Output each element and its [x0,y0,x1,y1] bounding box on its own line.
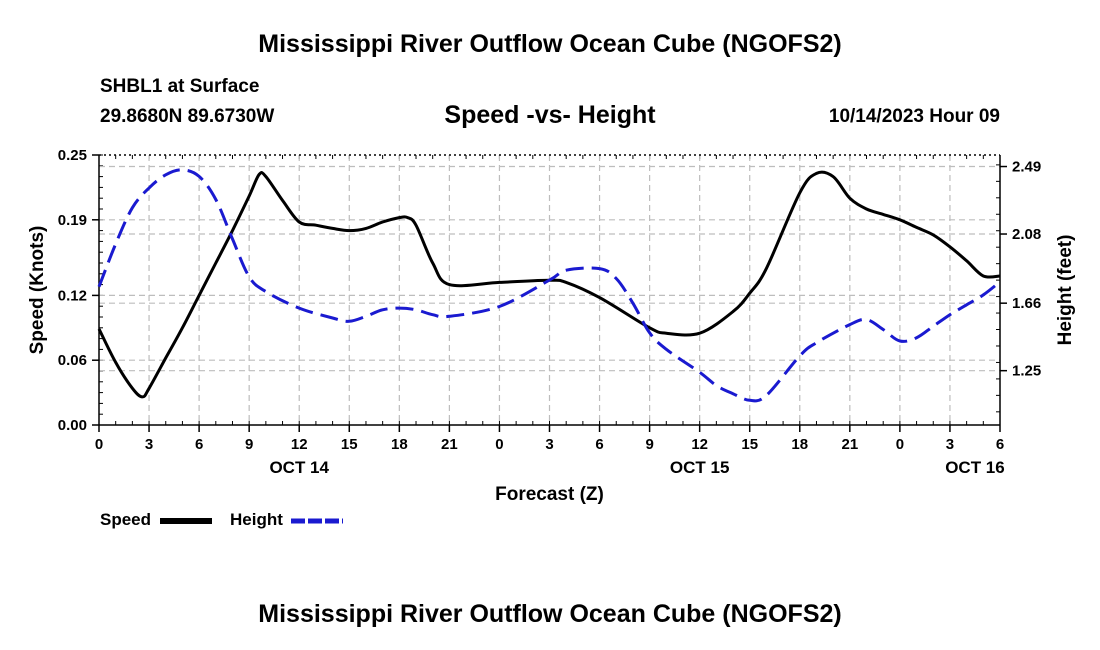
x-tick-label: 9 [645,436,653,453]
y-tick-label: 0.19 [58,212,87,229]
y-tick-label: 0.00 [58,417,87,434]
date-label: OCT 16 [945,458,1005,477]
footer-title: Mississippi River Outflow Ocean Cube (NG… [258,600,842,628]
y2-tick-label: 1.25 [1012,363,1041,380]
x-tick-label: 12 [691,436,708,453]
grid [99,155,1000,425]
chart-subtitle: Speed -vs- Height [444,101,656,129]
y2-axis-label: Height (feet) [1055,235,1076,346]
x-axis-label: Forecast (Z) [495,484,604,505]
x-tick-label: 21 [441,436,458,453]
y2-tick-label: 2.49 [1012,159,1041,176]
x-tick-label: 21 [841,436,858,453]
x-tick-label: 0 [95,436,103,453]
forecast-datetime: 10/14/2023 Hour 09 [828,106,1000,127]
date-label: OCT 15 [670,458,730,477]
series-line-speed [97,170,1001,399]
x-tick-label: 6 [996,436,1004,453]
x-tick-label: 6 [195,436,203,453]
x-tick-label: 3 [145,436,153,453]
x-tick-label: 15 [341,436,358,453]
coordinates-label: 29.8680N 89.6730W [100,106,275,127]
date-label: OCT 14 [269,458,329,477]
y-axis-label: Speed (Knots) [27,226,48,355]
y-tick-label: 0.12 [58,287,87,304]
y2-tick-label: 2.08 [1012,226,1041,243]
x-tick-label: 0 [896,436,904,453]
station-label: SHBL1 at Surface [100,76,260,97]
x-tick-label: 12 [291,436,308,453]
x-tick-label: 6 [595,436,603,453]
series-line-height [97,168,1001,403]
y-tick-label: 0.06 [58,352,87,369]
main-title: Mississippi River Outflow Ocean Cube (NG… [258,30,842,58]
x-tick-label: 15 [741,436,758,453]
legend-height-label: Height [230,510,283,529]
x-tick-label: 18 [791,436,808,453]
x-tick-label: 3 [946,436,954,453]
x-tick-label: 9 [245,436,253,453]
legend-speed-label: Speed [100,510,152,529]
y-tick-label: 0.25 [58,147,87,164]
x-tick-label: 18 [391,436,408,453]
y2-tick-label: 1.66 [1012,295,1041,312]
x-tick-label: 3 [545,436,553,453]
x-tick-label: 0 [495,436,503,453]
